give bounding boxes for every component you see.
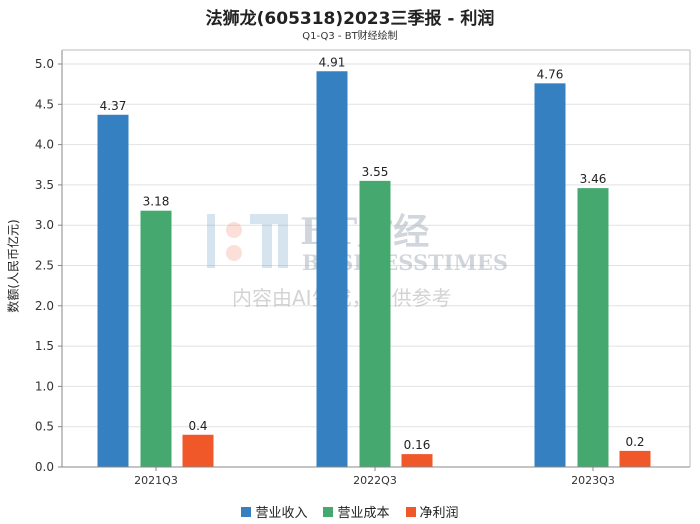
bar-value-label: 3.55 [362,165,389,179]
bar [534,83,566,468]
y-tick-label: 4.0 [35,138,54,152]
bar [316,71,348,467]
y-tick-label: 5.0 [35,57,54,71]
chart-subtitle: Q1-Q3 - BT财经绘制 [302,31,398,42]
bar-value-label: 0.16 [404,438,431,452]
y-tick-label: 2.0 [35,299,54,313]
y-tick-label: 0.5 [35,420,54,434]
y-tick-label: 1.5 [35,339,54,353]
bar-value-label: 4.76 [537,67,564,81]
legend-label-net-profit: 净利润 [419,506,459,521]
x-tick-label: 2022Q3 [353,474,397,487]
legend-swatch-net-profit [405,506,416,517]
y-tick-label: 3.5 [35,178,54,192]
bar-value-label: 0.2 [625,435,644,449]
y-axis-ticks: 0.0 0.5 1.0 1.5 2.0 2.5 3.0 3.5 4.0 4.5 5.0 [35,57,62,474]
x-tick-label: 2023Q3 [571,474,615,487]
x-axis-ticks: 2021Q3 2022Q3 2023Q3 [134,467,615,487]
data-labels: 4.37 3.18 0.4 4.91 3.55 0.16 4.76 3.46 0.2 [100,55,645,452]
y-tick-label: 4.5 [35,97,54,111]
watermark-logo [207,214,288,268]
legend-swatch-cost [323,506,334,517]
y-tick-label: 3.0 [35,218,54,232]
bar-value-label: 4.91 [319,55,346,69]
legend-item-revenue: 营业收入 [241,502,307,521]
legend: 营业收入 营业成本 净利润 [0,502,700,521]
legend-item-cost: 营业成本 [323,502,390,521]
bar [577,188,609,467]
legend-item-net-profit: 净利润 [405,502,459,521]
y-tick-label: 0.0 [35,460,54,474]
legend-swatch-revenue [241,506,252,517]
legend-label-revenue: 营业收入 [255,506,308,521]
y-tick-label: 2.5 [35,259,54,273]
bars [97,71,651,468]
bar [619,450,651,467]
bar [97,114,129,467]
chart-title: 法狮龙(605318)2023三季报 - 利润 [205,9,495,29]
bar-value-label: 0.4 [188,419,207,433]
x-tick-label: 2021Q3 [134,474,178,487]
legend-label-cost: 营业成本 [337,506,390,521]
bar [182,434,214,467]
bar [359,180,391,467]
bar [401,454,433,467]
bar-value-label: 3.46 [580,172,607,186]
y-tick-label: 1.0 [35,379,54,393]
bar-value-label: 3.18 [143,195,170,209]
bar [140,210,172,467]
bar-value-label: 4.37 [100,99,127,113]
